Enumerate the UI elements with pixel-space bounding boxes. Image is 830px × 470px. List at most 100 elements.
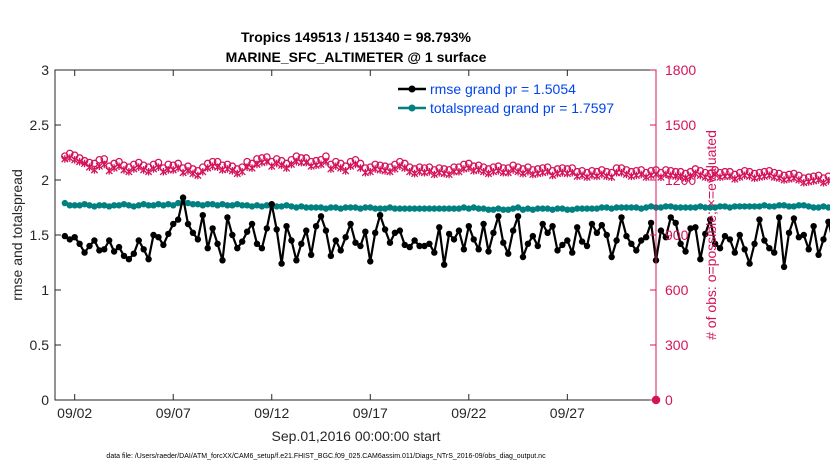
obs-evaluated-point bbox=[130, 165, 138, 173]
obs-evaluated-point bbox=[514, 167, 522, 176]
obs-evaluated-point bbox=[317, 160, 325, 169]
obs-evaluated-point bbox=[494, 167, 503, 175]
series-totalspread bbox=[61, 198, 830, 213]
left-tick-label: 0.5 bbox=[30, 337, 50, 353]
series-rmse-point bbox=[145, 256, 152, 263]
series-rmse-point bbox=[559, 241, 566, 249]
series-rmse-point bbox=[258, 245, 266, 252]
series-totalspread-point bbox=[554, 205, 561, 212]
obs-evaluated-point bbox=[676, 172, 685, 181]
obs-evaluated-point bbox=[302, 158, 310, 167]
series-totalspread-point bbox=[243, 202, 251, 209]
series-totalspread-point bbox=[578, 205, 586, 212]
obs-evaluated-point bbox=[194, 171, 202, 180]
left-tick-label: 1 bbox=[41, 282, 49, 298]
series-totalspread-point bbox=[317, 204, 325, 211]
obs-evaluated-point bbox=[593, 172, 601, 181]
series-rmse-point bbox=[386, 239, 394, 246]
series-totalspread-point bbox=[583, 205, 591, 212]
series-rmse-point bbox=[549, 223, 556, 230]
series-rmse-point bbox=[184, 220, 192, 228]
legend-spread-marker bbox=[408, 104, 416, 112]
obs-evaluated-point bbox=[273, 159, 281, 168]
series-rmse-point bbox=[780, 263, 788, 271]
series-rmse-point bbox=[578, 238, 586, 245]
obs-evaluated-point bbox=[332, 162, 340, 171]
series-totalspread-point bbox=[756, 203, 763, 210]
series-totalspread-point bbox=[105, 203, 113, 210]
series-totalspread-point bbox=[199, 202, 206, 209]
series-totalspread-point bbox=[170, 202, 177, 209]
series-rmse-point bbox=[500, 239, 507, 246]
series-rmse bbox=[61, 194, 830, 271]
series-rmse-point bbox=[677, 240, 684, 247]
series-totalspread-point bbox=[692, 204, 699, 211]
series-rmse-point bbox=[214, 240, 221, 247]
series-totalspread-point bbox=[406, 205, 413, 212]
obs-evaluated-point bbox=[790, 174, 798, 182]
series-rmse-point bbox=[628, 240, 635, 247]
series-totalspread-point bbox=[91, 203, 98, 210]
obs-evaluated-point bbox=[410, 169, 419, 178]
obs-evaluated-point bbox=[406, 167, 414, 176]
series-rmse-point bbox=[569, 249, 576, 256]
series-rmse-point bbox=[406, 243, 413, 251]
series-rmse-point bbox=[608, 253, 615, 261]
series-totalspread-point bbox=[766, 203, 773, 210]
series-rmse-point bbox=[509, 227, 517, 234]
x-tick-label: 09/17 bbox=[353, 405, 388, 421]
obs-evaluated-point bbox=[120, 166, 128, 174]
series-rmse-point bbox=[450, 236, 458, 243]
obs-evaluated-point bbox=[90, 166, 99, 174]
right-tick-label: 300 bbox=[665, 337, 689, 353]
series-rmse-point bbox=[239, 238, 246, 245]
series-totalspread-point bbox=[440, 205, 448, 212]
obs-evaluated-point bbox=[736, 173, 744, 182]
series-rmse-point bbox=[342, 234, 349, 241]
series-totalspread-point bbox=[785, 203, 793, 210]
series-totalspread-point bbox=[396, 205, 404, 212]
series-rmse-point bbox=[140, 246, 147, 253]
obs-evaluated-point bbox=[642, 173, 650, 182]
data-file-footnote: data file: /Users/raeder/DAI/ATM_forcXX/… bbox=[106, 453, 546, 460]
obs-evaluated-point bbox=[140, 166, 148, 174]
obs-evaluated-point bbox=[465, 164, 473, 172]
series-totalspread-point bbox=[731, 203, 739, 210]
obs-evaluated-point bbox=[711, 170, 719, 179]
series-totalspread-point bbox=[312, 204, 320, 211]
chart-title: Tropics 149513 / 151340 = 98.793% bbox=[241, 29, 472, 45]
series-rmse-point bbox=[480, 220, 487, 228]
obs-evaluated-point bbox=[105, 167, 113, 175]
series-rmse-point bbox=[86, 242, 93, 250]
series-rmse-point bbox=[317, 213, 325, 220]
obs-evaluated-point bbox=[184, 167, 192, 175]
series-totalspread-point bbox=[775, 202, 783, 209]
series-totalspread-point bbox=[736, 203, 743, 210]
obs-evaluated-point bbox=[617, 168, 626, 177]
series-totalspread-point bbox=[145, 202, 152, 209]
series-totalspread-point bbox=[534, 205, 541, 212]
series-rmse-point bbox=[229, 231, 236, 239]
series-rmse-point bbox=[381, 226, 389, 233]
series-rmse-point bbox=[189, 229, 197, 236]
series-rmse-point bbox=[436, 224, 443, 231]
series-totalspread-point bbox=[741, 203, 748, 210]
series-rmse-point bbox=[283, 223, 290, 230]
series-totalspread-point bbox=[662, 203, 670, 210]
obs-evaluated-point bbox=[543, 167, 552, 176]
series-totalspread-point bbox=[642, 204, 650, 211]
series-rmse-point bbox=[603, 231, 610, 239]
series-rmse-point bbox=[165, 230, 172, 238]
series-totalspread-point bbox=[608, 205, 615, 212]
series-totalspread-point bbox=[509, 205, 517, 212]
series-rmse-point bbox=[352, 239, 359, 246]
x-axis-ticks: 09/02 09/07 09/12 09/17 09/22 09/27 bbox=[57, 70, 585, 421]
chart-subtitle: MARINE_SFC_ALTIMETER @ 1 surface bbox=[226, 49, 487, 65]
series-totalspread-point bbox=[573, 205, 581, 212]
series-rmse-point bbox=[638, 237, 645, 244]
obs-evaluated-point bbox=[824, 177, 830, 185]
series-rmse-point bbox=[815, 251, 822, 258]
series-rmse-point bbox=[298, 240, 305, 247]
obs-evaluated-point bbox=[213, 163, 222, 171]
